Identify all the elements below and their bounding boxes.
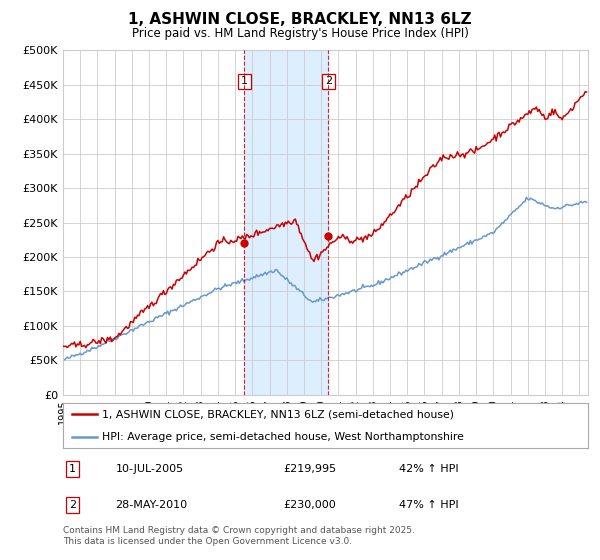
Text: 10-JUL-2005: 10-JUL-2005 — [115, 464, 184, 474]
Text: 28-MAY-2010: 28-MAY-2010 — [115, 500, 188, 510]
Text: 42% ↑ HPI: 42% ↑ HPI — [399, 464, 458, 474]
Text: 2: 2 — [69, 500, 76, 510]
Text: 47% ↑ HPI: 47% ↑ HPI — [399, 500, 458, 510]
Text: Price paid vs. HM Land Registry's House Price Index (HPI): Price paid vs. HM Land Registry's House … — [131, 27, 469, 40]
Text: Contains HM Land Registry data © Crown copyright and database right 2025.
This d: Contains HM Land Registry data © Crown c… — [63, 526, 415, 546]
Text: HPI: Average price, semi-detached house, West Northamptonshire: HPI: Average price, semi-detached house,… — [103, 432, 464, 442]
Bar — [244, 50, 328, 395]
Text: 1, ASHWIN CLOSE, BRACKLEY, NN13 6LZ (semi-detached house): 1, ASHWIN CLOSE, BRACKLEY, NN13 6LZ (sem… — [103, 409, 454, 419]
Text: 2: 2 — [325, 76, 332, 86]
Text: £230,000: £230,000 — [284, 500, 336, 510]
Text: 1, ASHWIN CLOSE, BRACKLEY, NN13 6LZ: 1, ASHWIN CLOSE, BRACKLEY, NN13 6LZ — [128, 12, 472, 27]
Text: 1: 1 — [69, 464, 76, 474]
Text: 1: 1 — [241, 76, 248, 86]
Text: £219,995: £219,995 — [284, 464, 337, 474]
